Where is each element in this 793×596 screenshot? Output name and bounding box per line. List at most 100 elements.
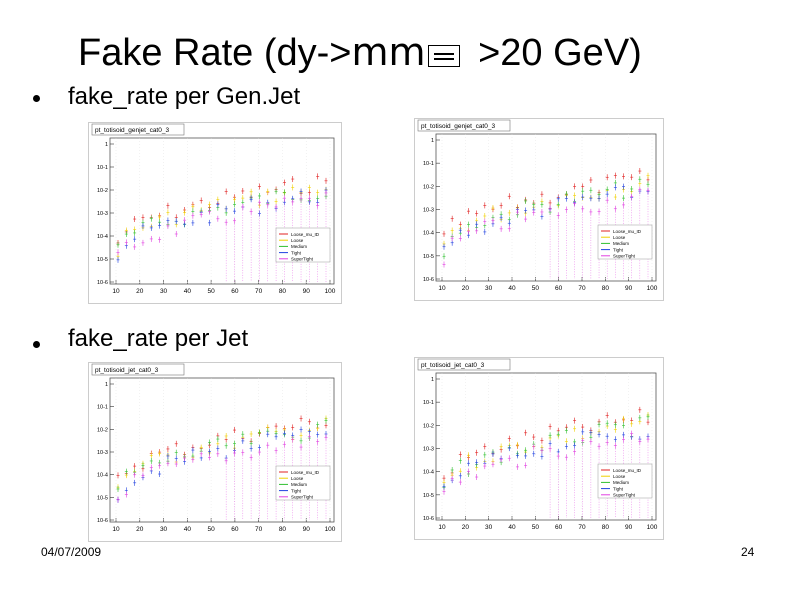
x-tick-label: 100	[325, 526, 336, 533]
x-tick-label: 10	[112, 526, 120, 533]
y-tick-label: 10-1	[97, 405, 108, 411]
x-tick-label: 60	[231, 526, 239, 533]
x-tick-label: 80	[602, 285, 610, 292]
x-tick-label: 60	[231, 288, 239, 295]
y-tick-label: 10-2	[97, 188, 108, 194]
y-tick-label: 10-4	[423, 231, 434, 237]
legend-entry: Medium	[613, 480, 629, 485]
y-tick-label: 10-3	[97, 211, 108, 217]
x-tick-label: 100	[647, 285, 658, 292]
plot-genjet-left: pt_totisoid_genjet_cat0_3 1 10-1 10-2 10-3 10…	[88, 122, 342, 304]
y-tick-label: 10-2	[423, 184, 434, 190]
x-tick-label: 40	[184, 526, 192, 533]
x-tick-label: 40	[508, 285, 516, 292]
y-tick-label: 10-4	[423, 470, 434, 476]
title-mu-symbols: mm	[351, 30, 426, 74]
plot-title-box	[91, 363, 185, 376]
x-tick-label: 20	[462, 285, 470, 292]
plot-title: pt_totisoid_jet_cat0_3	[421, 362, 485, 369]
x-tick-label: 10	[438, 524, 446, 531]
legend-entry: Medium	[291, 482, 307, 487]
x-tick-label: 40	[184, 288, 192, 295]
legend-entry: Medium	[613, 241, 629, 246]
x-tick-label: 90	[625, 285, 633, 292]
y-tick-label: 10-5	[423, 493, 434, 499]
x-tick-label: 100	[325, 288, 336, 295]
y-tick-label: 1	[431, 138, 434, 144]
legend-entry: SuperTight	[291, 495, 314, 500]
plot-title: pt_totisoid_genjet_cat0_3	[95, 127, 169, 134]
legend-entry: Medium	[291, 244, 307, 249]
plot-svg: pt_totisoid_jet_cat0_3 1 10-1 10-2 10-3 10-4 1…	[88, 362, 342, 542]
legend-entry: Tight	[613, 486, 624, 491]
x-tick-label: 70	[578, 285, 586, 292]
legend-entry: Loose	[291, 476, 304, 481]
plot-title-box	[91, 123, 185, 136]
x-tick-label: 70	[255, 288, 263, 295]
plot-title: pt_totisoid_jet_cat0_3	[95, 367, 159, 374]
bullet-text: fake_rate per Jet	[68, 325, 249, 352]
x-tick-label: 40	[508, 524, 516, 531]
y-tick-label: 1	[105, 382, 108, 388]
legend-entry: Loose_mu_ID	[291, 232, 320, 237]
legend-entry: SuperTight	[613, 254, 636, 259]
plot-svg: pt_totisoid_jet_cat0_3 1 10-1 10-2 10-3 10-4 1…	[414, 357, 664, 540]
x-tick-label: 30	[160, 526, 168, 533]
bullet-dot-icon	[33, 95, 40, 102]
y-tick-label: 10-4	[97, 234, 108, 240]
y-tick-label: 10-1	[423, 400, 434, 406]
x-tick-label: 20	[136, 288, 144, 295]
plot-jet-left: pt_totisoid_jet_cat0_3 1 10-1 10-2 10-3 10-4 1…	[88, 362, 342, 542]
plot-svg: pt_totisoid_genjet_cat0_3 1 10-1 10-2 10-3 10…	[88, 122, 342, 304]
x-tick-label: 20	[136, 526, 144, 533]
x-tick-label: 60	[555, 524, 563, 531]
title-prefix: Fake Rate (dy->	[78, 32, 352, 74]
y-tick-label: 10-3	[97, 450, 108, 456]
bullet-text: fake_rate per Gen.Jet	[68, 83, 301, 110]
x-tick-label: 80	[279, 526, 287, 533]
legend-entry: Loose_mu_ID	[613, 468, 642, 473]
x-tick-label: 70	[255, 526, 263, 533]
legend-entry: Tight	[291, 488, 302, 493]
y-tick-label: 10-6	[97, 518, 108, 524]
slide-title: Fake Rate (dy->mm >20 GeV)	[78, 30, 642, 75]
plot-title-box	[417, 358, 511, 371]
y-tick-label: 10-1	[423, 161, 434, 167]
legend-entry: Loose_mu_ID	[291, 470, 320, 475]
plot-svg: pt_totisoid_genjet_cat0_3 1 10-1 10-2 10-3 10…	[414, 118, 664, 301]
x-tick-label: 60	[555, 285, 563, 292]
y-tick-label: 10-6	[97, 280, 108, 286]
x-tick-label: 90	[625, 524, 633, 531]
x-tick-label: 80	[279, 288, 287, 295]
legend-entry: Loose	[291, 238, 304, 243]
x-tick-label: 80	[602, 524, 610, 531]
legend-entry: SuperTight	[613, 493, 636, 498]
legend-entry: Tight	[613, 247, 624, 252]
y-tick-label: 10-1	[97, 165, 108, 171]
legend-entry: Loose	[613, 474, 626, 479]
legend-entry: Tight	[291, 250, 302, 255]
y-tick-label: 10-5	[423, 254, 434, 260]
plot-title: pt_totisoid_genjet_cat0_3	[421, 123, 495, 130]
y-tick-label: 10-3	[423, 447, 434, 453]
y-tick-label: 10-5	[97, 257, 108, 263]
x-tick-label: 30	[485, 524, 493, 531]
plot-title-box	[417, 119, 511, 132]
plot-frame	[109, 377, 335, 523]
x-tick-label: 30	[160, 288, 168, 295]
x-tick-label: 30	[485, 285, 493, 292]
y-tick-label: 10-4	[97, 473, 108, 479]
page-number: 24	[741, 545, 755, 559]
plot-genjet-right: pt_totisoid_genjet_cat0_3 1 10-1 10-2 10-3 10…	[414, 118, 664, 301]
x-tick-label: 50	[207, 526, 215, 533]
missing-glyph-icon	[427, 45, 460, 67]
x-tick-label: 50	[532, 285, 540, 292]
y-tick-label: 10-6	[423, 516, 434, 522]
x-tick-label: 50	[532, 524, 540, 531]
x-tick-label: 10	[112, 288, 120, 295]
y-tick-label: 10-3	[423, 208, 434, 214]
